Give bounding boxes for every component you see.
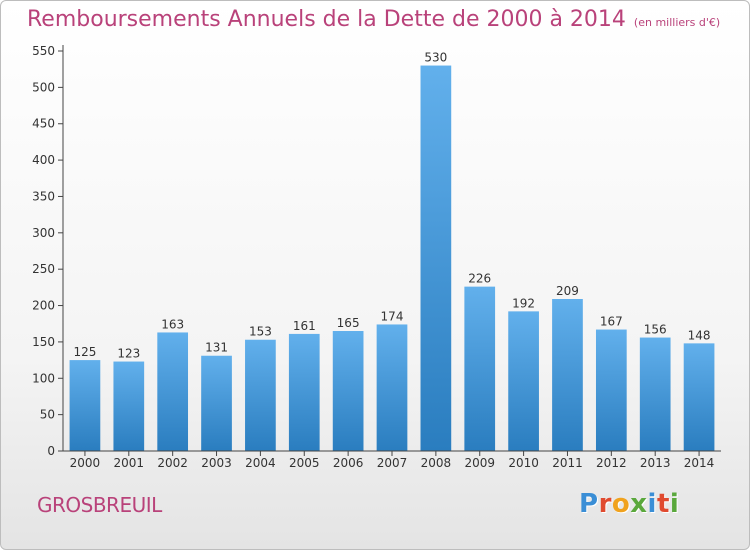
x-tick-label: 2014 bbox=[684, 456, 715, 470]
x-tick-label: 2000 bbox=[70, 456, 101, 470]
bar-2006 bbox=[332, 331, 364, 451]
bar-value-label: 530 bbox=[424, 51, 447, 65]
bar-value-label: 209 bbox=[556, 284, 579, 298]
y-tick-label: 550 bbox=[32, 44, 55, 58]
bar-2004 bbox=[245, 339, 276, 451]
bar-value-label: 131 bbox=[205, 341, 228, 355]
y-tick-label: 450 bbox=[32, 117, 55, 131]
x-tick-label: 2004 bbox=[245, 456, 276, 470]
x-tick-label: 2010 bbox=[508, 456, 539, 470]
x-tick-label: 2001 bbox=[114, 456, 145, 470]
bar-value-label: 167 bbox=[600, 315, 623, 329]
y-axis: 0 50 100 150 200 250 300 350 400 450 500 550 bbox=[32, 44, 64, 458]
x-tick-label: 2003 bbox=[201, 456, 232, 470]
bar-2013 bbox=[639, 337, 671, 451]
x-tick-label: 2012 bbox=[596, 456, 627, 470]
bar-value-label: 156 bbox=[644, 323, 667, 337]
chart-title-text: Remboursements Annuels de la Dette de 20… bbox=[27, 7, 626, 32]
y-tick-label: 400 bbox=[32, 153, 55, 167]
y-tick-label: 500 bbox=[32, 80, 55, 94]
bar-2014 bbox=[683, 343, 715, 451]
bar-value-label: 192 bbox=[512, 296, 535, 310]
y-tick-label: 250 bbox=[32, 262, 55, 276]
x-tick-label: 2007 bbox=[377, 456, 408, 470]
y-tick-label: 350 bbox=[32, 189, 55, 203]
y-tick-label: 50 bbox=[40, 408, 55, 422]
bar-2010 bbox=[508, 311, 539, 451]
bar-value-label: 153 bbox=[249, 325, 272, 339]
bar-value-label: 174 bbox=[381, 309, 404, 323]
y-tick-label: 0 bbox=[47, 444, 55, 458]
y-tick-label: 300 bbox=[32, 226, 55, 240]
place-name: GROSBREUIL bbox=[37, 493, 162, 517]
bar-value-label: 125 bbox=[73, 345, 96, 359]
y-tick-label: 150 bbox=[32, 335, 55, 349]
bar-value-label: 163 bbox=[161, 317, 184, 331]
x-tick-label: 2008 bbox=[421, 456, 452, 470]
x-tick-label: 2006 bbox=[333, 456, 364, 470]
y-tick-label: 200 bbox=[32, 299, 55, 313]
bar-2008 bbox=[420, 65, 452, 451]
y-tick-label: 100 bbox=[32, 371, 55, 385]
bar-value-label: 123 bbox=[117, 347, 140, 361]
bar-2003 bbox=[201, 355, 232, 451]
x-tick-label: 2009 bbox=[464, 456, 495, 470]
bars: 125 123 163 131 153 161 165 174 530 226 192 209 167 1… bbox=[69, 51, 715, 451]
chart-unit: (en milliers d'€) bbox=[633, 16, 721, 29]
x-tick-label: 2005 bbox=[289, 456, 320, 470]
bar-2012 bbox=[595, 329, 627, 451]
proxiti-logo: Proxiti bbox=[579, 489, 680, 519]
bar-value-label: 161 bbox=[293, 319, 316, 333]
x-tick-label: 2013 bbox=[640, 456, 671, 470]
bar-value-label: 226 bbox=[468, 272, 491, 286]
bar-2005 bbox=[288, 333, 320, 451]
bar-value-label: 165 bbox=[337, 316, 360, 330]
bar-2001 bbox=[113, 361, 145, 451]
x-tick-label: 2002 bbox=[157, 456, 188, 470]
bar-2009 bbox=[464, 286, 496, 451]
bar-value-label: 148 bbox=[688, 328, 711, 342]
bar-2007 bbox=[376, 324, 408, 451]
bar-2002 bbox=[157, 332, 189, 451]
bar-2011 bbox=[552, 299, 583, 451]
x-axis: 2000 2001 2002 2003 2004 2005 2006 2007 2008 2009… bbox=[63, 450, 721, 470]
bar-2000 bbox=[69, 360, 101, 451]
x-tick-label: 2011 bbox=[552, 456, 583, 470]
chart-title: Remboursements Annuels de la Dette de 20… bbox=[27, 7, 720, 32]
